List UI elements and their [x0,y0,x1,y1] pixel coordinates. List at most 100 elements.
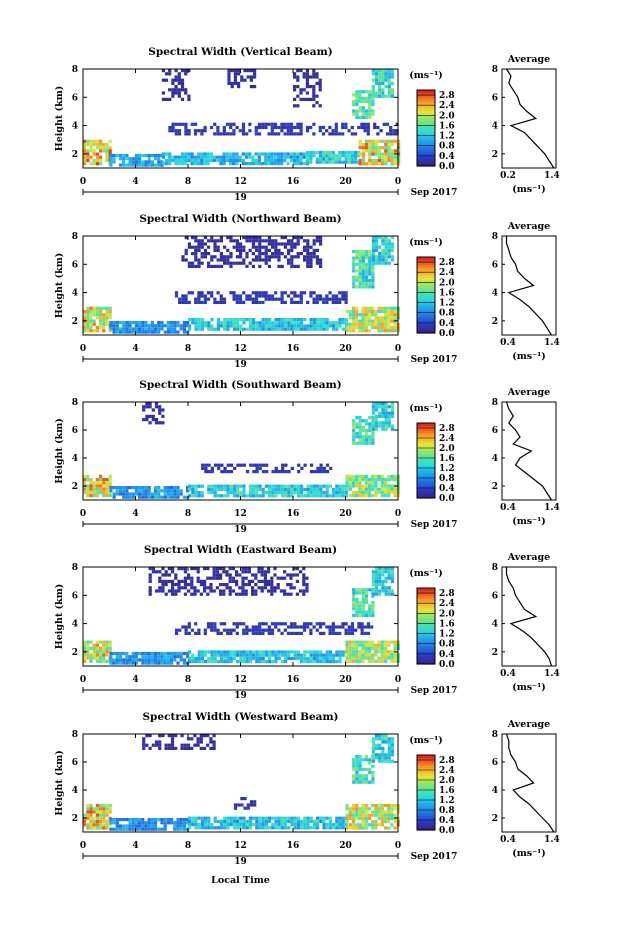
heatmap-cell [168,69,172,73]
heatmap-cell [380,487,384,491]
heatmap-cell [219,239,223,243]
heatmap-cell [188,324,192,328]
heatmap-cell [235,625,239,629]
heatmap-cell [358,591,362,595]
heatmap-cell [177,567,181,571]
heatmap-cell [163,658,167,662]
heatmap-cell [381,427,385,431]
y-tick-label: 8 [72,65,78,75]
heatmap-cell [134,160,138,164]
heatmap-cell [226,826,230,830]
heatmap-cell [345,816,349,820]
colorbar-segment [417,465,435,469]
heatmap-cell [355,804,359,808]
heatmap-cell [352,594,356,598]
heatmap-cell [210,660,214,664]
heatmap-cell [188,656,192,660]
heatmap-cell [312,69,316,73]
heatmap-cell [184,625,188,629]
heatmap-cell [371,424,375,428]
heatmap-cell [161,155,165,159]
heatmap-cell [168,155,172,159]
heatmap-cell [390,807,394,811]
heatmap-cell [312,660,316,664]
heatmap-cell [371,432,375,436]
heatmap-cell [102,149,106,153]
heatmap-cell [151,567,155,571]
heatmap-cell [261,628,265,632]
heatmap-cell [378,737,382,741]
heatmap-cell [144,824,148,828]
heatmap-cell [161,579,165,583]
profile-frame [501,68,557,169]
heatmap-cell [179,324,183,328]
heatmap-cell [270,294,275,298]
heatmap-cell [299,158,303,162]
profile-title: Average [507,719,550,730]
heatmap-cell [89,807,93,811]
heatmap-cell [99,640,103,644]
heatmap-cell [271,491,275,495]
heatmap-cell [380,820,384,824]
heatmap-cell [270,631,275,635]
heatmap-cell [358,441,362,445]
heatmap-cell [170,324,174,328]
heatmap-cell [315,248,319,252]
heatmap-cell [108,646,112,651]
heatmap-cell [325,294,329,298]
colorbar-segment [417,150,435,154]
heatmap-cell [158,579,162,583]
heatmap-cell [331,628,335,632]
colorbar-segment [417,302,435,306]
heatmap-cell [241,567,245,571]
heatmap-cell [335,487,339,491]
heatmap-cell [86,487,90,491]
heatmap-cell [293,97,297,101]
heatmap-cell [251,631,255,635]
heatmap-cell [364,601,369,605]
heatmap-cell [168,72,172,76]
heatmap-cell [264,152,268,156]
heatmap-cell [158,408,162,412]
heatmap-cell [239,819,243,823]
heatmap-cell [193,162,197,166]
heatmap-cell [112,324,116,328]
heatmap-cell [280,291,284,295]
colorbar-segment [417,112,435,116]
heatmap-cell [358,610,362,614]
heatmap-cell [302,97,306,101]
heatmap-cell [296,75,300,79]
heatmap-cell [258,463,262,467]
heatmap-cell [325,470,330,474]
heatmap-cell [344,491,348,495]
heatmap-cell [338,318,342,322]
heatmap-cell [283,570,287,574]
heatmap-cell [248,162,252,166]
heatmap-cell [206,625,211,629]
profile-y-tick-label: 2 [492,648,498,658]
heatmap-cell [322,154,326,158]
heatmap-cell [316,487,320,491]
heatmap-cell [161,414,165,418]
heatmap-cell [174,88,178,92]
heatmap-cell [184,122,188,126]
heatmap-cell [187,264,191,268]
heatmap-cell [206,162,210,166]
heatmap-cell [312,491,316,495]
heatmap-cell [257,122,262,126]
heatmap-cell [252,653,256,657]
heatmap-cell [197,242,201,246]
heatmap-cell [381,158,385,163]
heatmap-cell [154,655,158,659]
heatmap-cell [248,294,252,298]
heatmap-cell [248,129,252,133]
heatmap-cell [242,258,246,262]
heatmap-cell [299,88,303,92]
heatmap-cell [293,85,297,89]
heatmap-cell [245,264,249,268]
y-axis-label: Height (km) [54,86,65,152]
heatmap-cell [287,819,291,823]
heatmap-cell [368,266,372,270]
heatmap-cell [264,258,268,262]
heatmap-cell [174,592,178,596]
